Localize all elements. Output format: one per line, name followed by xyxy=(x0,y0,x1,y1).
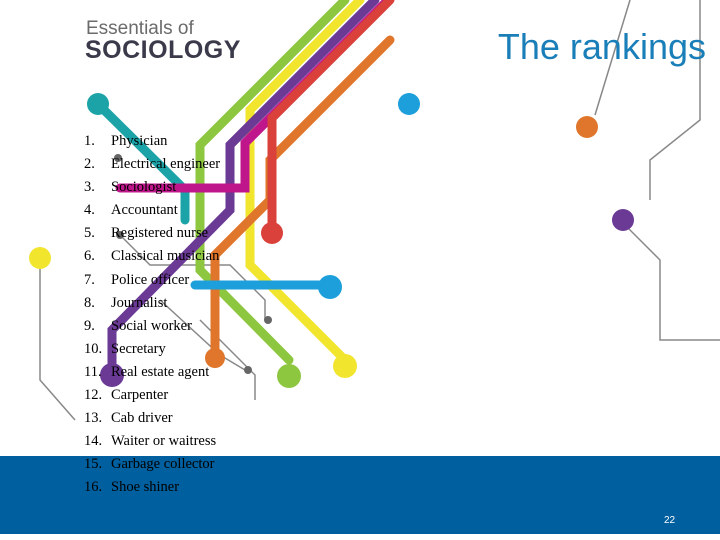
ranking-list: 1. Physician 2. Electrical engineer 3. Sociol… xyxy=(84,130,220,500)
footer-band xyxy=(0,456,720,534)
item-text: Journalist xyxy=(111,294,168,311)
item-text: Social worker xyxy=(111,317,192,334)
list-row: 2. Electrical engineer xyxy=(84,153,220,176)
item-number: 4. xyxy=(84,202,95,219)
logo-bottom: SOCIOLOGY xyxy=(85,36,241,64)
list-row: 15. Garbage collector xyxy=(84,453,220,476)
item-text: Cab driver xyxy=(111,410,173,427)
item-text: Garbage collector xyxy=(111,456,215,473)
item-text: Accountant xyxy=(111,202,178,219)
item-text: Physician xyxy=(111,133,168,149)
item-text: Sociologist xyxy=(111,179,177,196)
list-row: 5. Registered nurse xyxy=(84,222,220,245)
item-text: Carpenter xyxy=(111,387,169,404)
item-number: 6. xyxy=(84,248,95,265)
item-number: 14. xyxy=(84,433,103,450)
item-text: Waiter or waitress xyxy=(111,433,217,450)
item-text: Registered nurse xyxy=(111,225,209,242)
list-row: 12. Carpenter xyxy=(84,384,220,407)
list-row: 16. Shoe shiner xyxy=(84,476,220,499)
item-number: 11. xyxy=(84,363,102,380)
list-row: 6. Classical musician xyxy=(84,245,220,268)
item-number: 3. xyxy=(84,179,95,196)
item-text: Shoe shiner xyxy=(111,479,180,496)
list-row: 11. Real estate agent xyxy=(84,361,220,384)
list-row: 8. Journalist xyxy=(84,292,220,315)
item-number: 1. xyxy=(84,133,95,149)
list-row: 4. Accountant xyxy=(84,199,220,222)
item-number: 5. xyxy=(84,225,95,242)
list-row: 3. Sociologist xyxy=(84,176,220,199)
item-text: Police officer xyxy=(111,271,190,288)
item-text: Classical musician xyxy=(111,248,220,265)
item-number: 15. xyxy=(84,456,103,473)
page-number: 22 xyxy=(664,515,676,526)
dots xyxy=(29,93,634,388)
list-row: 7. Police officer xyxy=(84,269,220,292)
list-row: 10. Secretary xyxy=(84,338,220,361)
item-number: 9. xyxy=(84,317,95,334)
logo-top: Essentials of xyxy=(86,18,194,39)
item-number: 7. xyxy=(84,271,95,288)
item-number: 2. xyxy=(84,156,95,173)
item-text: Real estate agent xyxy=(111,363,210,380)
list-row: 14. Waiter or waitress xyxy=(84,430,220,453)
list-row: 9. Social worker xyxy=(84,315,220,338)
thick-lines xyxy=(93,0,395,380)
item-number: 13. xyxy=(84,410,103,427)
item-number: 12. xyxy=(84,387,103,404)
item-number: 8. xyxy=(84,294,95,311)
item-number: 10. xyxy=(84,340,103,357)
item-text: Electrical engineer xyxy=(111,156,221,173)
item-text: Secretary xyxy=(111,340,166,357)
item-number: 16. xyxy=(84,479,103,496)
list-row: 1. Physician xyxy=(84,130,220,153)
slide-title: The rankings xyxy=(497,26,706,67)
list-row: 13. Cab driver xyxy=(84,407,220,430)
